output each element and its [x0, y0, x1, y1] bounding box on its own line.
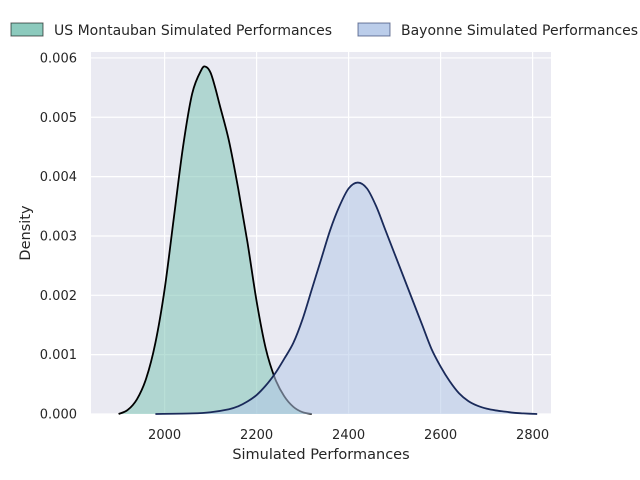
series-line-2 [155, 181, 538, 415]
y-tick-label: 0.003 [40, 229, 77, 244]
y-tick-label: 0.001 [40, 348, 77, 363]
series-area-2 [155, 182, 538, 414]
x-axis-label: Simulated Performances [232, 447, 409, 463]
y-tick-label: 0.006 [40, 51, 77, 66]
legend: US Montauban Simulated Performances Bayon… [10, 22, 638, 39]
x-tick-label: 2400 [332, 428, 365, 443]
series-area-1 [118, 66, 312, 415]
y-tick-label: 0.004 [40, 170, 77, 185]
x-tick-label: 2800 [516, 428, 549, 443]
y-axis-label: Density [18, 205, 34, 261]
series-group [118, 65, 538, 415]
y-tick-label: 0.000 [40, 408, 77, 423]
y-tick-label: 0.005 [40, 111, 77, 126]
tick-labels: 2000 2200 2400 2600 2800 0.000 0.001 0.002 0.003… [40, 51, 549, 443]
legend-label: Bayonne Simulated Performances [401, 23, 638, 39]
x-tick-label: 2600 [424, 428, 457, 443]
y-tick-label: 0.002 [40, 289, 77, 304]
legend-label: US Montauban Simulated Performances [54, 23, 332, 39]
legend-swatch [357, 22, 391, 37]
legend-swatch [10, 22, 44, 37]
x-tick-label: 2000 [148, 428, 181, 443]
x-tick-label: 2200 [240, 428, 273, 443]
